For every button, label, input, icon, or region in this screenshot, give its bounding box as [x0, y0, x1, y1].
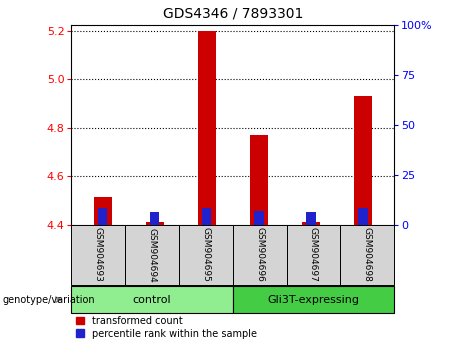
Bar: [354, 96, 372, 225]
Bar: [94, 197, 112, 225]
Bar: [250, 135, 268, 225]
Bar: [98, 208, 107, 225]
Bar: [358, 208, 367, 225]
Text: GSM904698: GSM904698: [363, 227, 372, 282]
Bar: [146, 222, 164, 225]
Bar: [254, 211, 264, 225]
Text: control: control: [133, 295, 171, 305]
Bar: [302, 222, 320, 225]
Text: GSM904694: GSM904694: [148, 228, 157, 282]
Bar: [306, 212, 316, 225]
Text: genotype/variation: genotype/variation: [2, 295, 95, 305]
Text: GSM904696: GSM904696: [255, 227, 264, 282]
Bar: [150, 212, 160, 225]
Bar: [202, 208, 212, 225]
Text: GSM904695: GSM904695: [201, 227, 210, 282]
Title: GDS4346 / 7893301: GDS4346 / 7893301: [163, 7, 303, 21]
Text: Gli3T-expressing: Gli3T-expressing: [267, 295, 360, 305]
Legend: transformed count, percentile rank within the sample: transformed count, percentile rank withi…: [77, 316, 257, 338]
Text: GSM904697: GSM904697: [309, 227, 318, 282]
Text: GSM904693: GSM904693: [94, 227, 103, 282]
Bar: [198, 31, 216, 225]
